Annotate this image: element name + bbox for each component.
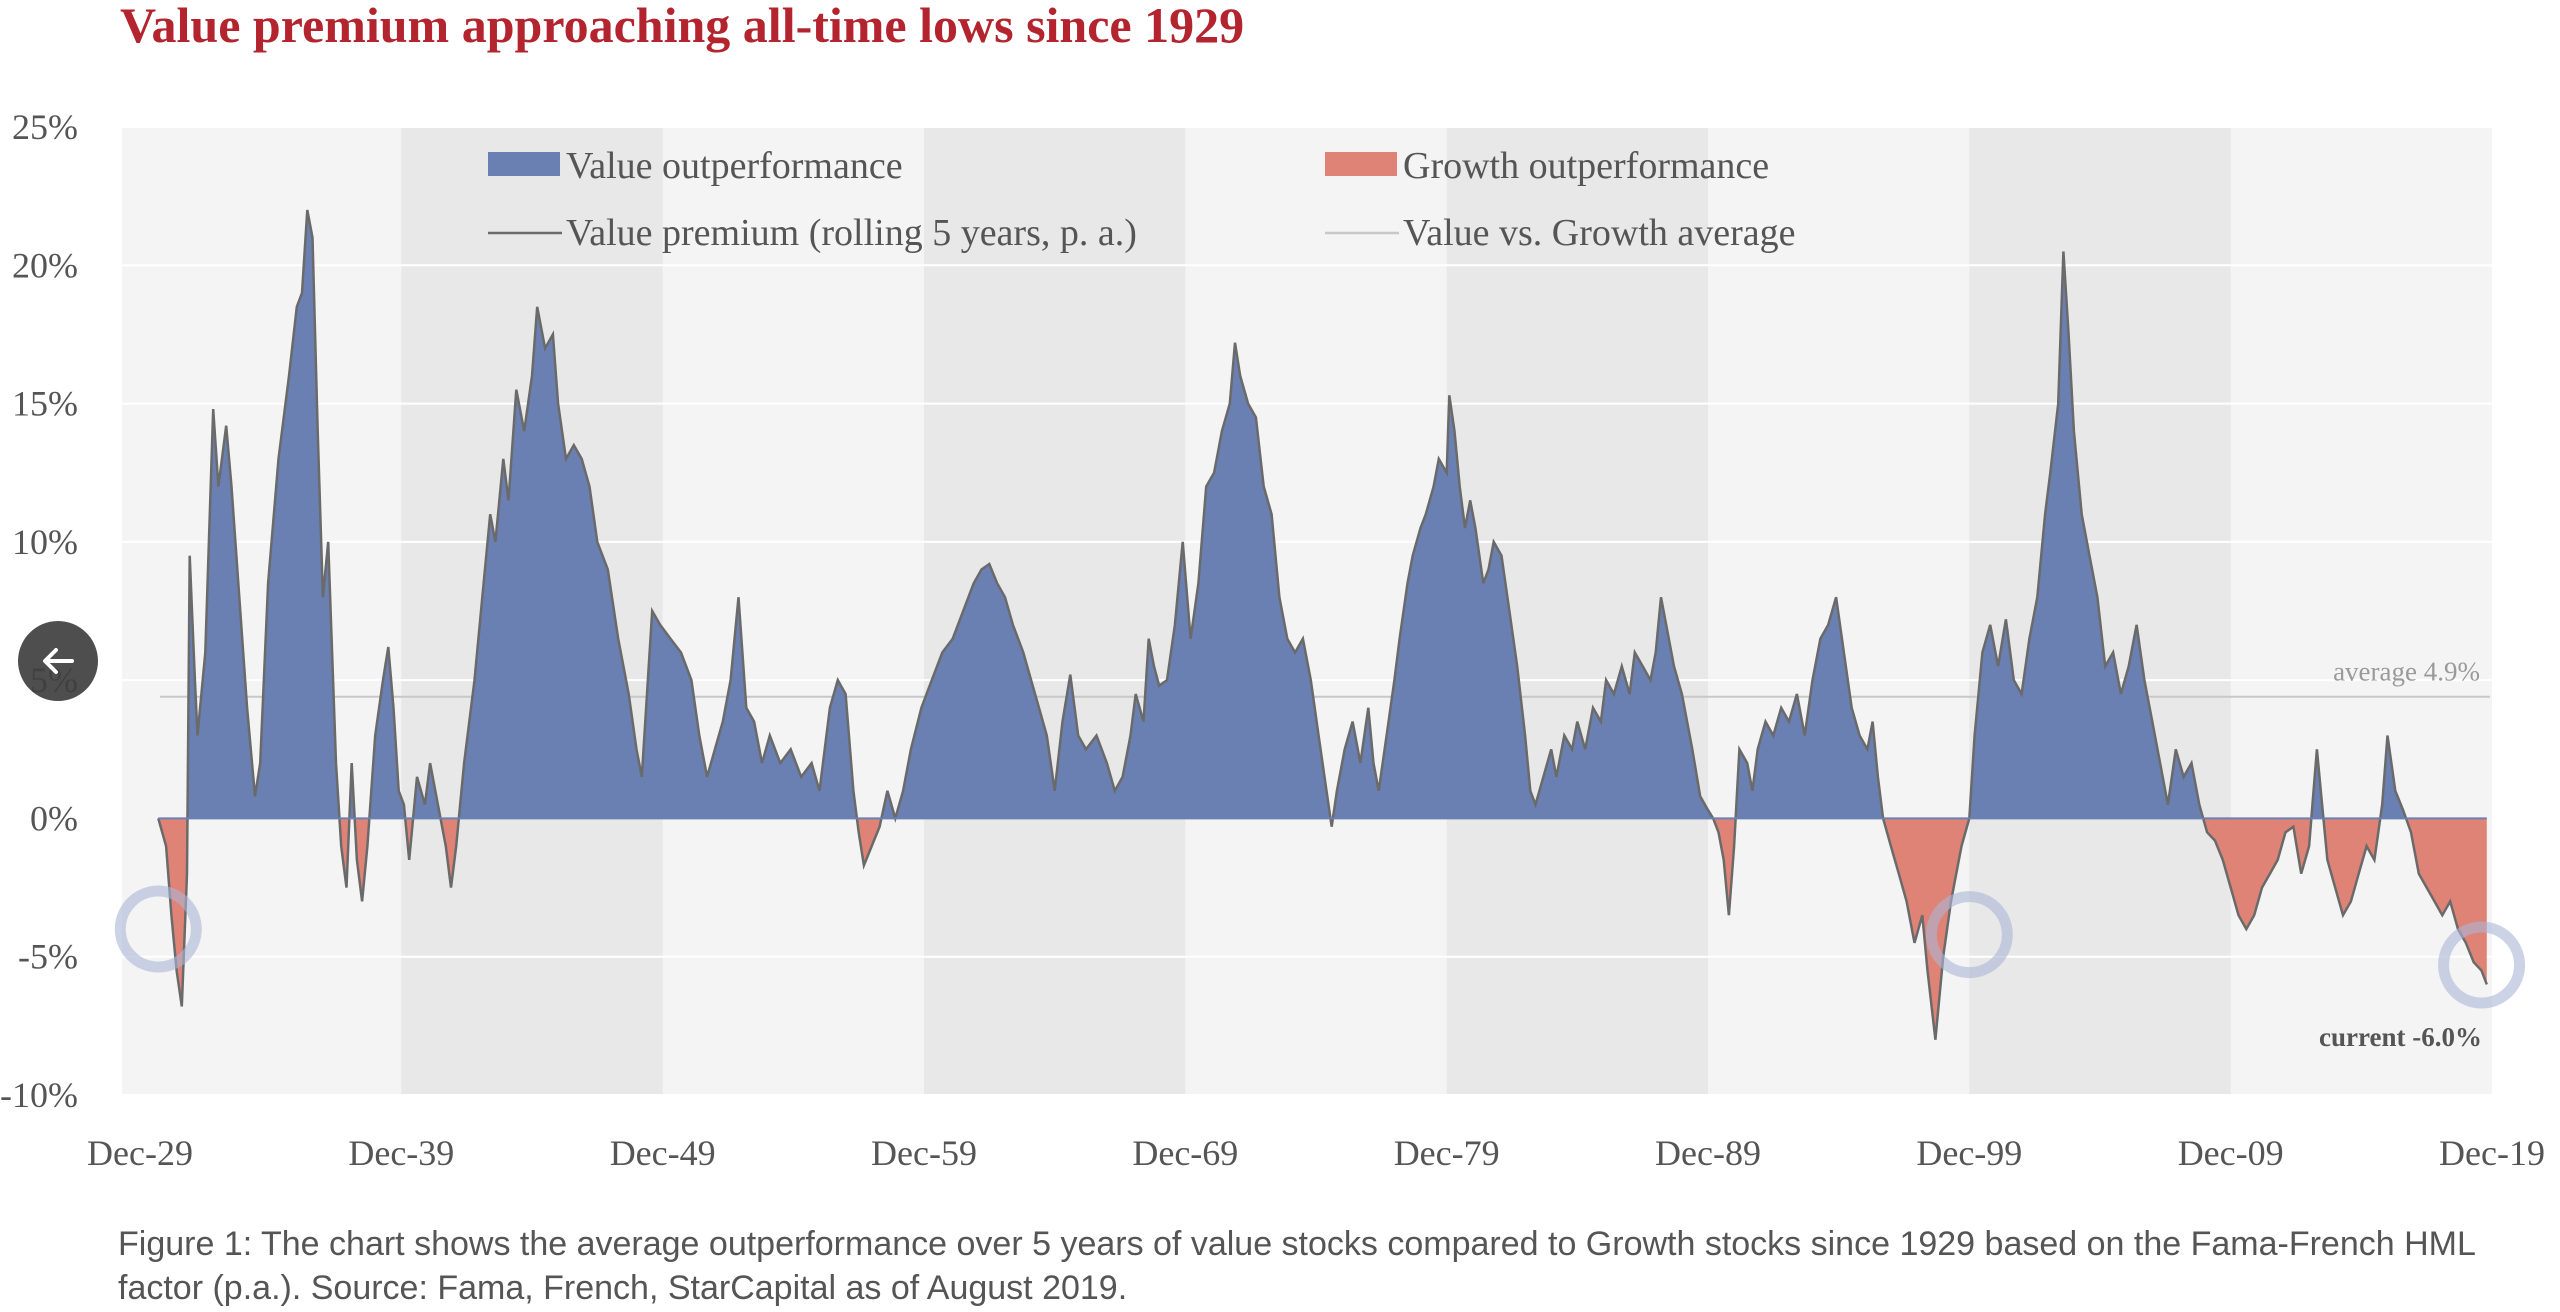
y-tick-label: 0% [30, 798, 78, 838]
x-tick-label: Dec-89 [1655, 1133, 1761, 1173]
value-outperformance-area [158, 210, 2407, 819]
x-tick-label: Dec-19 [2439, 1133, 2545, 1173]
highlight-circle-0 [114, 885, 202, 973]
y-tick-label: 25% [12, 107, 78, 147]
value-premium-line [157, 209, 2488, 1040]
arrow-left-icon [43, 648, 74, 674]
area-chart: 25%20%15%10%5%0%-5%-10% Dec-29Dec-39Dec-… [0, 107, 2545, 1173]
x-tick-label: Dec-69 [1132, 1133, 1238, 1173]
average-label: average 4.9% [2333, 657, 2480, 687]
y-tick-label: 10% [12, 522, 78, 562]
chart-title: Value premium approaching all-time lows … [120, 0, 1245, 53]
legend-label-1: Growth outperformance [1403, 145, 1769, 187]
x-tick-label: Dec-79 [1394, 1133, 1500, 1173]
x-tick-label: Dec-09 [2178, 1133, 2284, 1173]
legend-label-3: Value vs. Growth average [1403, 212, 1796, 254]
highlight-circle-2 [2438, 921, 2526, 1009]
legend-swatch-0 [488, 152, 560, 176]
y-tick-label: -10% [0, 1075, 78, 1115]
x-tick-label: Dec-59 [871, 1133, 977, 1173]
figure-caption: Figure 1: The chart shows the average ou… [118, 1225, 2475, 1307]
back-button[interactable] [18, 621, 98, 701]
y-axis-ticks: 25%20%15%10%5%0%-5%-10% [0, 107, 78, 1115]
growth-outperformance-area [158, 818, 2487, 1040]
legend-label-2: Value premium (rolling 5 years, p. a.) [566, 212, 1137, 254]
legend-swatch-1 [1325, 152, 1397, 176]
highlight-circle-1 [1925, 891, 2013, 979]
x-tick-label: Dec-39 [348, 1133, 454, 1173]
x-axis-ticks: Dec-29 Dec-39 Dec-49 Dec-59 Dec-69 Dec-79 Dec-… [87, 1133, 2545, 1173]
x-tick-label: Dec-99 [1916, 1133, 2022, 1173]
y-tick-label: 15% [12, 384, 78, 424]
highlight-circles [114, 885, 2526, 1009]
x-tick-label: Dec-29 [87, 1133, 193, 1173]
y-tick-label: 20% [12, 245, 78, 285]
current-label: current -6.0% [2319, 1022, 2482, 1052]
legend: Value outperformance Growth outperformanc… [488, 145, 1796, 254]
legend-label-0: Value outperformance [566, 145, 903, 187]
y-tick-label: -5% [18, 937, 78, 977]
x-tick-label: Dec-49 [610, 1133, 716, 1173]
